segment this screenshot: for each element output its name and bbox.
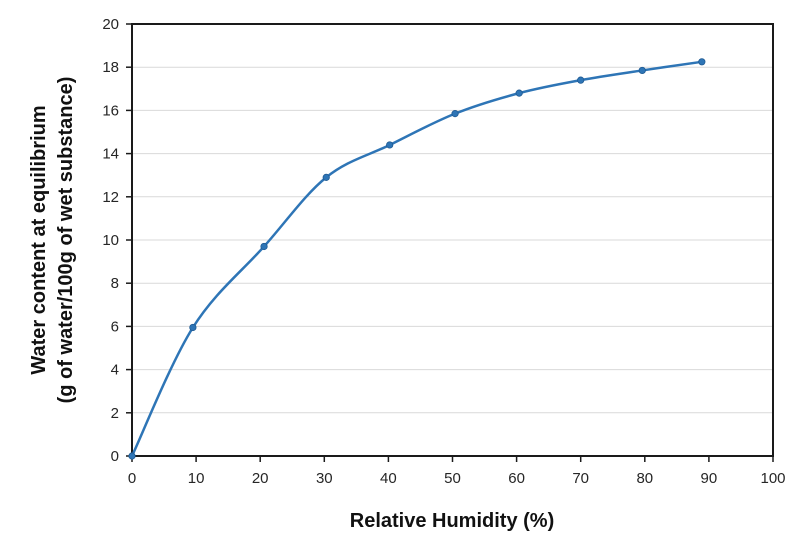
y-axis-title-line2: (g of water/100g of wet substance) bbox=[55, 77, 77, 404]
data-point-marker bbox=[128, 452, 136, 460]
data-point-marker bbox=[260, 242, 268, 251]
y-tick-label: 6 bbox=[111, 318, 119, 335]
data-point-marker bbox=[577, 76, 585, 84]
x-tick-label: 10 bbox=[188, 470, 205, 487]
y-tick-label: 10 bbox=[102, 232, 119, 249]
y-tick-label: 8 bbox=[111, 275, 119, 292]
data-point-marker bbox=[451, 110, 459, 118]
x-tick-label: 20 bbox=[252, 470, 269, 487]
y-tick-label: 14 bbox=[102, 146, 119, 163]
x-tick-label: 60 bbox=[508, 470, 525, 487]
y-tick-label: 12 bbox=[102, 189, 119, 206]
x-tick-label: 0 bbox=[128, 470, 136, 487]
y-tick-label: 4 bbox=[111, 362, 119, 379]
y-tick-label: 16 bbox=[102, 102, 119, 119]
x-tick-label: 80 bbox=[636, 470, 653, 487]
y-axis-title: Water content at equilibrium (g of water… bbox=[28, 77, 77, 404]
data-point-marker bbox=[698, 58, 706, 66]
x-tick-label: 90 bbox=[701, 470, 718, 487]
tick-labels: 0 2 4 6 8 10 12 14 16 18 20 0 10 20 30 40 50 60 70 80 90 100 bbox=[102, 16, 785, 487]
data-point-marker bbox=[386, 141, 394, 149]
x-tick-label: 70 bbox=[572, 470, 589, 487]
x-tick-label: 30 bbox=[316, 470, 333, 487]
y-tick-label: 20 bbox=[102, 16, 119, 33]
x-tick-label: 50 bbox=[444, 470, 461, 487]
x-tick-label: 100 bbox=[760, 470, 785, 487]
x-axis-title: Relative Humidity (%) bbox=[350, 510, 554, 532]
x-tick-label: 40 bbox=[380, 470, 397, 487]
gridlines bbox=[132, 66, 773, 414]
data-point-marker bbox=[515, 89, 523, 97]
series-line bbox=[130, 60, 704, 458]
y-tick-label: 18 bbox=[102, 59, 119, 76]
y-tick-label: 2 bbox=[111, 405, 119, 422]
axes bbox=[126, 23, 774, 462]
data-point-marker bbox=[638, 66, 646, 75]
data-point-marker bbox=[322, 173, 330, 181]
y-tick-label: 0 bbox=[111, 448, 119, 465]
data-point-marker bbox=[189, 323, 197, 332]
y-axis-title-line1: Water content at equilibrium bbox=[28, 105, 50, 374]
data-series bbox=[128, 58, 706, 460]
